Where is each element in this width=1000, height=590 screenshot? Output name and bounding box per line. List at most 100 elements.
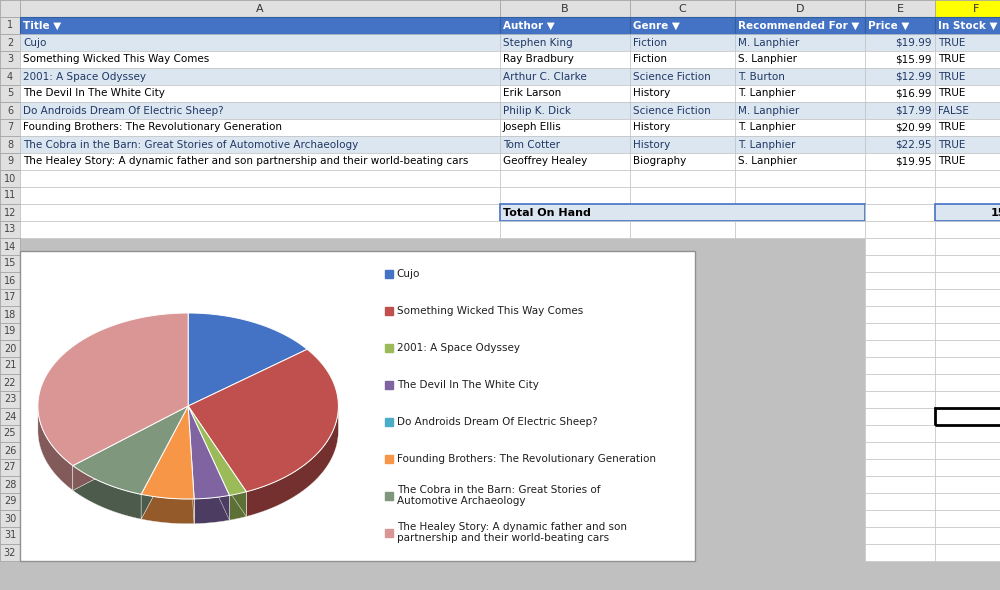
Text: 25: 25 xyxy=(4,428,16,438)
Text: D: D xyxy=(796,4,804,14)
Bar xyxy=(865,544,935,561)
Text: The Healey Story: A dynamic father and son partnership and their world-beating c: The Healey Story: A dynamic father and s… xyxy=(23,156,468,166)
Text: Cujo: Cujo xyxy=(23,38,46,48)
Polygon shape xyxy=(188,313,307,406)
Text: Total On Hand: Total On Hand xyxy=(503,208,591,218)
Text: 9: 9 xyxy=(7,156,13,166)
Text: $19.95: $19.95 xyxy=(896,156,932,166)
Bar xyxy=(935,34,1000,51)
Text: 12: 12 xyxy=(4,208,16,218)
Bar xyxy=(935,221,1000,238)
Text: Do Androids Dream Of Electric Sheep?: Do Androids Dream Of Electric Sheep? xyxy=(397,417,597,427)
Bar xyxy=(20,170,500,187)
Bar xyxy=(865,34,935,51)
Bar xyxy=(935,204,1000,221)
Bar xyxy=(935,51,1000,68)
Bar xyxy=(865,340,935,357)
Text: 1: 1 xyxy=(7,21,13,31)
Text: History: History xyxy=(633,123,670,133)
Polygon shape xyxy=(188,406,229,499)
Bar xyxy=(935,408,1000,425)
Bar xyxy=(865,170,935,187)
Bar xyxy=(0,119,20,136)
Bar xyxy=(0,170,20,187)
Bar xyxy=(935,17,1000,34)
Bar xyxy=(500,204,865,221)
Text: Science Fiction: Science Fiction xyxy=(633,71,711,81)
Bar xyxy=(735,221,865,238)
Text: $19.99: $19.99 xyxy=(896,38,932,48)
Polygon shape xyxy=(73,406,188,494)
Bar xyxy=(935,408,1000,425)
Bar xyxy=(20,102,500,119)
Bar xyxy=(865,493,935,510)
Bar xyxy=(865,374,935,391)
Text: The Cobra in the Barn: Great Stories of Automotive Archaeology: The Cobra in the Barn: Great Stories of … xyxy=(23,139,358,149)
Text: TRUE: TRUE xyxy=(938,156,965,166)
Bar xyxy=(935,0,1000,17)
Bar xyxy=(865,153,935,170)
Bar xyxy=(20,119,500,136)
Polygon shape xyxy=(38,407,73,490)
Text: The Healey Story: A dynamic father and son
partnership and their world-beating c: The Healey Story: A dynamic father and s… xyxy=(397,522,627,543)
Bar xyxy=(935,544,1000,561)
Bar xyxy=(935,153,1000,170)
Text: 11: 11 xyxy=(4,191,16,201)
Bar xyxy=(20,17,500,34)
Text: M. Lanphier: M. Lanphier xyxy=(738,106,799,116)
Text: Cujo: Cujo xyxy=(397,270,420,280)
Bar xyxy=(735,187,865,204)
Bar xyxy=(0,221,20,238)
Text: Ray Bradbury: Ray Bradbury xyxy=(503,54,574,64)
Polygon shape xyxy=(188,406,229,520)
Text: Science Fiction: Science Fiction xyxy=(633,106,711,116)
Text: 14: 14 xyxy=(4,241,16,251)
Bar xyxy=(865,527,935,544)
Bar xyxy=(0,374,20,391)
Text: Biography: Biography xyxy=(633,156,686,166)
Text: 22: 22 xyxy=(4,378,16,388)
Polygon shape xyxy=(73,406,188,490)
Text: 2001: A Space Odyssey: 2001: A Space Odyssey xyxy=(397,343,520,353)
Bar xyxy=(0,510,20,527)
Text: Founding Brothers: The Revolutionary Generation: Founding Brothers: The Revolutionary Gen… xyxy=(23,123,282,133)
Bar xyxy=(735,153,865,170)
Bar xyxy=(935,374,1000,391)
Text: In Stock ▼: In Stock ▼ xyxy=(938,21,998,31)
Bar xyxy=(935,493,1000,510)
Bar xyxy=(0,102,20,119)
Text: The Devil In The White City: The Devil In The White City xyxy=(397,380,539,390)
Bar xyxy=(935,425,1000,442)
Polygon shape xyxy=(141,494,194,524)
Text: 30: 30 xyxy=(4,513,16,523)
Text: 16: 16 xyxy=(4,276,16,286)
Text: Philip K. Dick: Philip K. Dick xyxy=(503,106,571,116)
Bar xyxy=(735,102,865,119)
Text: TRUE: TRUE xyxy=(938,88,965,99)
Bar xyxy=(0,85,20,102)
Bar xyxy=(935,357,1000,374)
Bar xyxy=(865,17,935,34)
Bar xyxy=(935,510,1000,527)
Bar xyxy=(935,255,1000,272)
Bar xyxy=(935,187,1000,204)
Bar xyxy=(385,529,393,536)
Bar xyxy=(865,187,935,204)
Bar xyxy=(935,102,1000,119)
Bar xyxy=(865,272,935,289)
Bar xyxy=(865,425,935,442)
Bar xyxy=(865,459,935,476)
Bar xyxy=(865,255,935,272)
Bar xyxy=(385,381,393,389)
Text: S. Lanphier: S. Lanphier xyxy=(738,54,797,64)
Text: Joseph Ellis: Joseph Ellis xyxy=(503,123,562,133)
Bar xyxy=(0,34,20,51)
Bar xyxy=(630,119,735,136)
Text: T. Burton: T. Burton xyxy=(738,71,785,81)
Text: M. Lanphier: M. Lanphier xyxy=(738,38,799,48)
Polygon shape xyxy=(188,406,246,516)
Bar xyxy=(935,323,1000,340)
Bar xyxy=(0,17,20,34)
Text: Recommended For ▼: Recommended For ▼ xyxy=(738,21,859,31)
Polygon shape xyxy=(73,466,141,519)
